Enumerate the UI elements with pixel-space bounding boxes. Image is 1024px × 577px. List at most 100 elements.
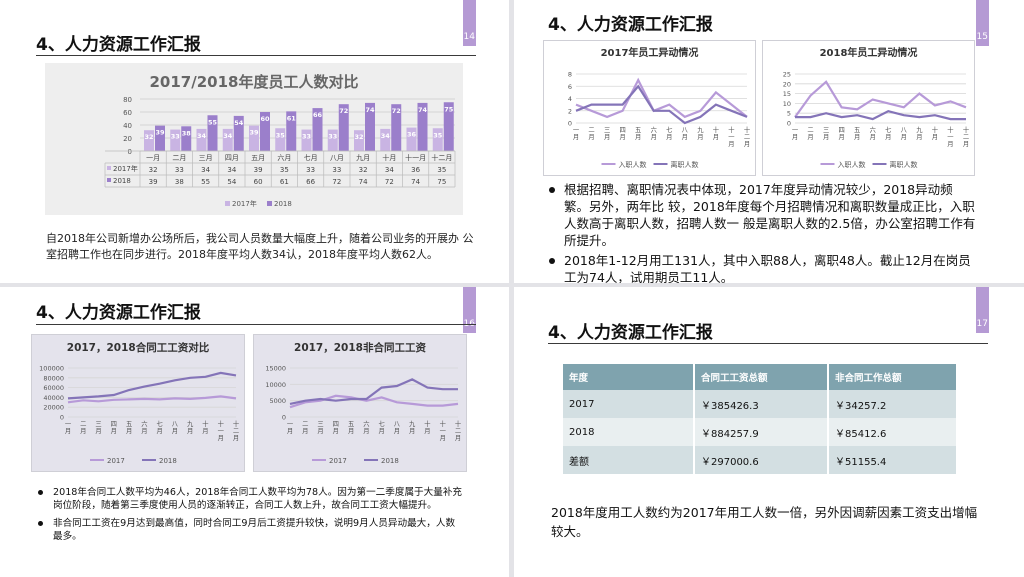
chart-2018-turnover: 2018年员工异动情况 0 5 10 15 20 25 一月二月三月四月五月六月七月八月九月十… [762,40,975,176]
y-tick-label: 20000 [43,404,64,412]
legend-label: 2018 [274,200,292,208]
x-tick-label: 一 [65,421,72,428]
x-tick-label: 七月 [304,153,318,162]
table-value: 34 [385,166,394,174]
x-tick-label: 月 [901,133,907,141]
x-tick-label: 二 [744,134,750,141]
x-tick-label: 月 [792,133,798,141]
table-cell: ￥884257.9 [693,418,828,446]
x-tick-label: 月 [619,133,625,141]
slide-16[interactable]: 16 4、人力资源工作汇报 2017，2018合同工工资对比 0 20000 4000… [0,287,509,577]
x-tick-label: 三 [95,420,101,428]
bar-data-label: 32 [354,133,363,141]
x-tick-label: 月 [635,133,641,141]
slide-15[interactable]: 15 4、人力资源工作汇报 2017年员工异动情况 0 2 4 6 8 一月二月三月四月五月… [514,0,1024,283]
bar-data-label: 74 [365,106,375,114]
table-row: 2017 ￥385426.3 ￥34257.2 [563,390,956,418]
x-tick-label: 十 [218,419,224,428]
bullet-dot [38,521,43,526]
chart-title: 2017年员工异动情况 [601,46,699,59]
slide-17[interactable]: 17 4、人力资源工作汇报 年度 合同工工资总额 非合同工作总额 2017 ￥3… [514,287,1024,577]
x-tick-label: 二 [455,428,461,435]
x-tick-label: 十一月 [405,153,426,162]
y-tick-label: 100000 [39,365,64,373]
slide-14[interactable]: 14 4、人力资源工作汇报 2017/2018年度员工人数对比 0 20 40 60 80… [0,0,509,283]
x-tick-label: 十 [713,125,719,134]
x-tick-label: 月 [378,427,384,435]
x-tick-label: 十 [440,419,446,428]
table-value: 39 [254,166,263,174]
page-number: 15 [976,32,988,42]
bar [170,129,181,151]
x-tick-label: 九 [916,125,923,134]
series-line [575,84,748,125]
x-tick-label: 月 [854,133,860,141]
table-value: 39 [149,178,158,186]
table-cell: ￥34257.2 [827,390,956,418]
x-tick-label: 一 [287,421,294,428]
x-tick-label: 月 [807,133,813,141]
x-tick-label: 月 [363,427,369,435]
table-value: 35 [280,166,289,174]
table-value: 34 [201,166,210,174]
slide-title: 4、人力资源工作汇报 [548,323,713,343]
x-tick-label: 二 [233,428,239,435]
x-tick-label: 月 [394,427,400,435]
x-tick-label: 一 [947,134,954,141]
x-tick-label: 月 [156,427,162,435]
x-tick-label: 九 [697,125,704,134]
bar [144,130,154,151]
bar-data-label: 34 [223,132,233,140]
slide-title: 4、人力资源工作汇报 [36,35,201,55]
page-number-tab: 17 [976,287,989,333]
x-tick-label: 五 [348,420,354,428]
x-tick-label: 八 [901,127,908,134]
series-line [67,371,237,400]
series-line [794,80,967,118]
x-tick-label: 一 [440,428,447,435]
x-tick-label: 月 [651,133,657,141]
bar-data-label: 33 [171,133,180,141]
y-tick-label: 0 [128,148,132,156]
table-header-cell: 合同工工资总额 [693,364,828,390]
bar-data-label: 38 [182,129,192,137]
bullet-text-2: 2018年1-12月用工131人，其中入职88人，离职48人。截止12月在岗员工… [564,253,971,283]
x-tick-label: 月 [409,427,415,435]
y-tick-label: 0 [787,120,791,128]
x-tick-label: 十 [424,419,430,428]
table-value: 61 [280,178,289,186]
x-tick-label: 月 [885,133,891,141]
bar-data-label: 75 [444,105,454,113]
bar [443,102,454,151]
y-tick-label: 8 [568,71,572,79]
x-tick-label: 月 [666,133,672,141]
x-tick-label: 月 [823,133,829,141]
y-tick-label: 15 [783,90,791,98]
next-slide-strip [514,574,1024,577]
title-underline [36,324,476,325]
page-number-tab: 15 [976,0,989,46]
x-tick-label: 五 [635,126,641,134]
x-tick-label: 十二月 [431,153,452,162]
table-value: 72 [332,178,341,186]
x-tick-label: 月 [95,427,101,435]
x-tick-label: 十 [947,125,953,134]
y-tick-label: 20 [123,135,132,143]
bullet-dot [549,258,555,264]
y-tick-label: 10 [783,100,791,108]
legend-label: 入职人数 [838,160,866,169]
x-tick-label: 十月 [382,153,396,162]
table-value: 33 [306,166,315,174]
x-tick-label: 月 [333,427,339,435]
y-tick-label: 40000 [43,394,64,402]
x-tick-label: 月 [838,133,844,141]
table-value: 74 [411,178,420,186]
y-tick-label: 60000 [43,384,64,392]
x-tick-label: 月 [287,427,293,435]
bar-data-label: 66 [313,111,323,119]
x-tick-label: 六 [363,419,369,428]
bar-data-label: 39 [155,129,165,137]
table-cell: 2018 [563,418,694,446]
x-tick-label: 二 [588,127,594,134]
y-tick-label: 10000 [265,381,286,389]
